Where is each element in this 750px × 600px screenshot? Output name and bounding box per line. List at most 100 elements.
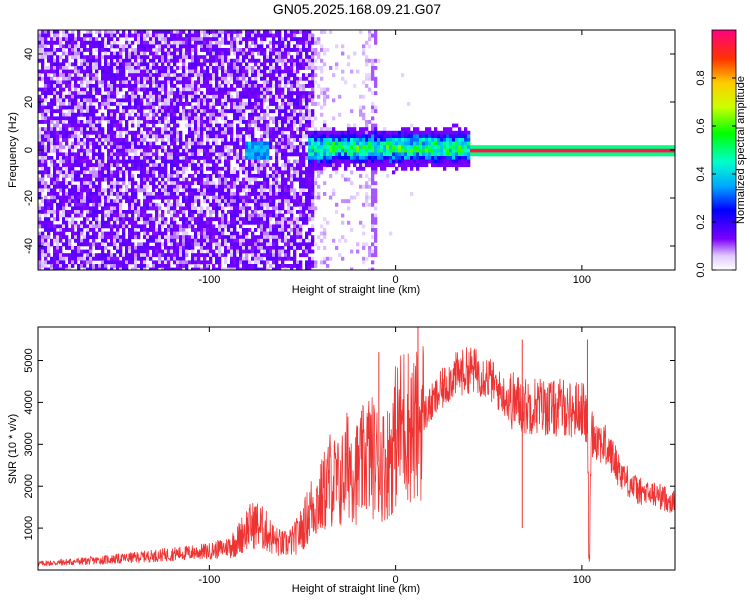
heat-cell <box>122 84 125 88</box>
heat-cell <box>158 109 161 113</box>
heat-cell <box>314 206 317 210</box>
heat-cell <box>248 242 251 246</box>
heat-cell <box>110 257 113 261</box>
heat-cell <box>197 188 200 192</box>
heat-cell <box>158 88 161 92</box>
heat-cell <box>128 174 131 178</box>
heat-cell <box>89 149 92 153</box>
heat-cell <box>194 113 197 117</box>
heat-cell <box>110 44 113 48</box>
heat-cell <box>107 178 110 182</box>
heat-cell <box>89 160 92 164</box>
heat-cell <box>188 52 191 56</box>
heat-cell <box>152 196 155 200</box>
heat-cell <box>245 214 248 218</box>
heat-cell <box>254 88 257 92</box>
heat-cell <box>80 160 83 164</box>
heat-cell <box>140 181 143 185</box>
heat-cell <box>284 185 287 189</box>
heat-cell <box>56 30 59 34</box>
heat-cell <box>296 48 299 52</box>
heat-cell <box>194 80 197 84</box>
heat-cell <box>257 149 260 153</box>
heat-cell <box>200 149 203 153</box>
heat-cell <box>278 131 281 135</box>
heat-cell <box>206 167 209 171</box>
heat-cell <box>239 217 242 221</box>
heat-cell <box>41 260 44 264</box>
heat-cell <box>44 145 47 149</box>
heat-cell <box>275 253 278 257</box>
heat-cell <box>176 59 179 63</box>
heat-cell <box>281 145 284 149</box>
heat-cell <box>113 34 116 38</box>
heat-cell <box>245 264 248 268</box>
heat-cell <box>86 199 89 203</box>
heat-cell <box>182 163 185 167</box>
heat-cell <box>311 206 314 210</box>
heat-cell <box>143 221 146 225</box>
heat-cell <box>116 102 119 106</box>
heat-cell <box>224 188 227 192</box>
heat-cell <box>275 41 278 45</box>
heat-cell <box>260 228 263 232</box>
heat-cell <box>308 145 311 149</box>
heat-cell <box>302 210 305 214</box>
heat-cell <box>245 185 248 189</box>
heat-cell <box>125 55 128 59</box>
heat-cell <box>260 73 263 77</box>
heat-cell <box>140 188 143 192</box>
heat-cell <box>56 149 59 153</box>
heat-cell <box>173 188 176 192</box>
heat-cell <box>278 224 281 228</box>
heat-cell <box>296 77 299 81</box>
heat-cell <box>158 264 161 268</box>
heat-cell <box>98 257 101 261</box>
heat-cell <box>296 178 299 182</box>
heat-cell <box>155 73 158 77</box>
heat-cell <box>50 106 53 110</box>
heat-cell <box>287 124 290 128</box>
heat-cell <box>275 170 278 174</box>
heat-cell <box>197 149 200 153</box>
heat-cell <box>185 88 188 92</box>
heat-cell <box>236 199 239 203</box>
heat-cell <box>299 253 302 257</box>
heat-cell <box>218 221 221 225</box>
heat-cell <box>110 84 113 88</box>
heat-cell <box>113 113 116 117</box>
heat-cell <box>245 242 248 246</box>
heat-cell <box>140 48 143 52</box>
heat-cell <box>134 206 137 210</box>
heat-cell <box>188 124 191 128</box>
heat-cell <box>41 88 44 92</box>
heat-cell <box>218 41 221 45</box>
heat-cell <box>236 138 239 142</box>
heat-cell <box>68 37 71 41</box>
heat-cell <box>116 52 119 56</box>
heat-cell <box>98 62 101 66</box>
heat-cell <box>164 41 167 45</box>
heat-cell <box>197 55 200 59</box>
heat-cell <box>272 196 275 200</box>
heat-cell <box>215 134 218 138</box>
heat-cell <box>230 210 233 214</box>
heat-cell <box>269 253 272 257</box>
heat-cell <box>188 102 191 106</box>
heat-cell <box>92 44 95 48</box>
heat-cell <box>239 152 242 156</box>
heat-cell <box>287 95 290 99</box>
heat-cell <box>146 34 149 38</box>
heat-cell <box>74 88 77 92</box>
heat-cell <box>137 224 140 228</box>
heat-cell <box>182 199 185 203</box>
heat-cell <box>152 91 155 95</box>
heat-cell <box>257 203 260 207</box>
heat-cell <box>227 52 230 56</box>
heat-cell <box>86 30 89 34</box>
heat-cell <box>248 163 251 167</box>
heat-cell <box>137 88 140 92</box>
heat-cell <box>185 116 188 120</box>
heat-cell <box>140 102 143 106</box>
heat-cell <box>299 48 302 52</box>
